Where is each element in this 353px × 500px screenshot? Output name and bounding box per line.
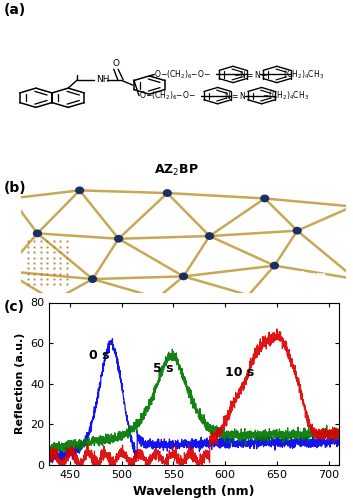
Text: 10 s: 10 s <box>225 366 255 378</box>
Text: (b): (b) <box>4 181 26 195</box>
Text: (c): (c) <box>4 300 24 314</box>
Circle shape <box>89 276 96 282</box>
Circle shape <box>206 233 214 239</box>
Circle shape <box>293 228 301 234</box>
Text: (a): (a) <box>4 4 26 18</box>
Text: O: O <box>112 59 119 68</box>
Circle shape <box>261 195 269 202</box>
Y-axis label: Reflection (a.u.): Reflection (a.u.) <box>15 333 25 434</box>
Circle shape <box>180 273 187 280</box>
Circle shape <box>76 187 84 194</box>
Text: 5 s: 5 s <box>153 362 173 374</box>
Text: NH: NH <box>96 76 109 84</box>
Text: O$-$(CH$_2$)$_6$$-$O$-$: O$-$(CH$_2$)$_6$$-$O$-$ <box>154 68 211 80</box>
Text: $-$N$=$N$-$: $-$N$=$N$-$ <box>233 69 268 80</box>
X-axis label: Wavelength (nm): Wavelength (nm) <box>133 486 255 498</box>
Circle shape <box>115 236 122 242</box>
Circle shape <box>163 190 171 196</box>
Circle shape <box>34 230 41 236</box>
Text: 0 s: 0 s <box>89 350 109 362</box>
Text: 50 μm: 50 μm <box>292 271 326 281</box>
Text: $-$(CH$_2$)$_4$CH$_3$: $-$(CH$_2$)$_4$CH$_3$ <box>262 90 309 102</box>
Text: AZ$_2$BP: AZ$_2$BP <box>154 163 199 178</box>
Text: O$-$(CH$_2$)$_6$$-$O$-$: O$-$(CH$_2$)$_6$$-$O$-$ <box>139 90 196 102</box>
Circle shape <box>271 262 279 269</box>
Text: $-$N$=$N$-$: $-$N$=$N$-$ <box>217 90 252 101</box>
Text: $-$(CH$_2$)$_4$CH$_3$: $-$(CH$_2$)$_4$CH$_3$ <box>277 68 324 80</box>
